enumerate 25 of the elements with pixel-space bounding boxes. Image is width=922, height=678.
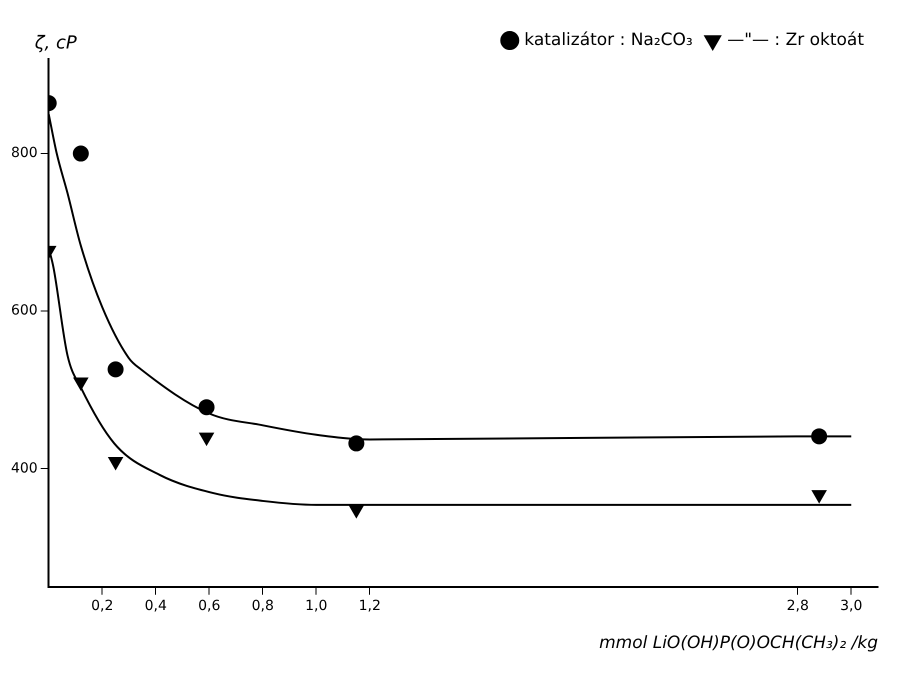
x-tick-label: 0,2 xyxy=(91,598,114,614)
point xyxy=(348,435,364,452)
x-tick-label: 0,6 xyxy=(198,598,220,614)
point xyxy=(72,146,89,162)
y-axis-title: ζ, cP xyxy=(34,32,77,54)
x-tick-label: 3,0 xyxy=(840,598,862,614)
x-tick-label: 0,8 xyxy=(252,598,274,614)
x-axis-title: mmol LiO(OH)P(O)OCH(CH₃)₂ /kg xyxy=(599,633,878,654)
y-tick-label: 600 xyxy=(10,302,38,319)
point xyxy=(812,490,826,503)
y-tick-label: 400 xyxy=(10,460,38,476)
point xyxy=(198,399,215,416)
point xyxy=(108,457,123,470)
legend-label: —"— : Zr oktoát xyxy=(727,30,864,50)
point xyxy=(74,377,88,390)
point xyxy=(108,361,124,378)
point xyxy=(349,505,364,518)
point xyxy=(811,428,828,444)
x-tick-label: 1,0 xyxy=(305,598,328,614)
x-tick-label: 0,4 xyxy=(144,598,167,614)
x-tick-label: 2,8 xyxy=(786,598,809,614)
point xyxy=(199,432,214,446)
x-tick-label: 1,2 xyxy=(358,598,381,614)
y-tick-label: 800 xyxy=(10,145,38,162)
legend-label: katalizátor : Na₂CO₃ xyxy=(524,30,693,50)
